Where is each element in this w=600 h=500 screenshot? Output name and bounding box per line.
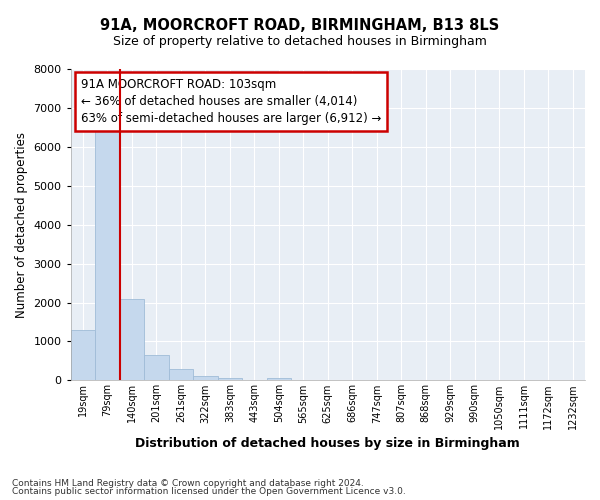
Bar: [169, 368, 193, 380]
Bar: [218, 378, 242, 380]
Bar: [266, 378, 291, 380]
Text: Contains public sector information licensed under the Open Government Licence v3: Contains public sector information licen…: [12, 488, 406, 496]
Bar: [193, 376, 218, 380]
Text: 91A, MOORCROFT ROAD, BIRMINGHAM, B13 8LS: 91A, MOORCROFT ROAD, BIRMINGHAM, B13 8LS: [100, 18, 500, 32]
Text: Size of property relative to detached houses in Birmingham: Size of property relative to detached ho…: [113, 35, 487, 48]
Text: Contains HM Land Registry data © Crown copyright and database right 2024.: Contains HM Land Registry data © Crown c…: [12, 478, 364, 488]
Y-axis label: Number of detached properties: Number of detached properties: [15, 132, 28, 318]
Text: 91A MOORCROFT ROAD: 103sqm
← 36% of detached houses are smaller (4,014)
63% of s: 91A MOORCROFT ROAD: 103sqm ← 36% of deta…: [81, 78, 382, 126]
X-axis label: Distribution of detached houses by size in Birmingham: Distribution of detached houses by size …: [136, 437, 520, 450]
Bar: [95, 124, 119, 380]
Bar: [71, 330, 95, 380]
Bar: [119, 298, 144, 380]
Bar: [144, 355, 169, 380]
